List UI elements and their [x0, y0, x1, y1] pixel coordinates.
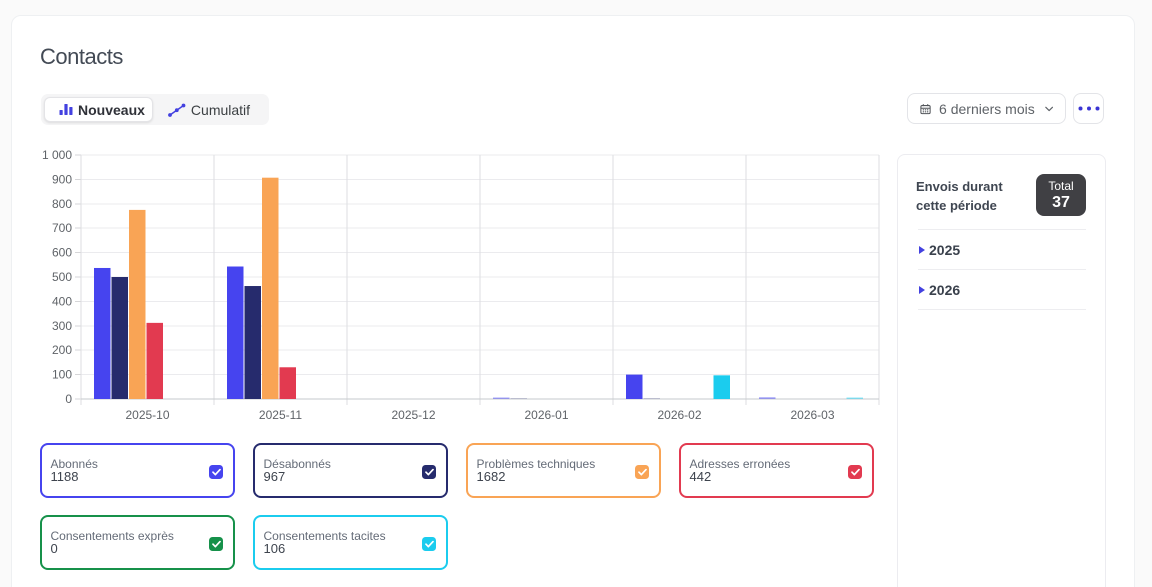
svg-text:2026-01: 2026-01: [524, 408, 568, 422]
svg-text:2025-11: 2025-11: [259, 408, 302, 422]
svg-text:2025-12: 2025-12: [391, 408, 435, 422]
svg-text:400: 400: [52, 294, 72, 308]
svg-text:1 000: 1 000: [42, 148, 72, 162]
svg-text:200: 200: [52, 343, 72, 357]
svg-text:900: 900: [52, 172, 72, 186]
svg-text:0: 0: [65, 392, 72, 406]
svg-text:2026-02: 2026-02: [657, 408, 701, 422]
svg-text:2025-10: 2025-10: [125, 408, 169, 422]
svg-text:800: 800: [52, 197, 72, 211]
svg-text:2026-03: 2026-03: [790, 408, 834, 422]
svg-text:100: 100: [52, 368, 72, 382]
svg-text:700: 700: [52, 221, 72, 235]
svg-text:600: 600: [52, 246, 72, 260]
svg-text:500: 500: [52, 270, 72, 284]
svg-text:300: 300: [52, 319, 72, 333]
